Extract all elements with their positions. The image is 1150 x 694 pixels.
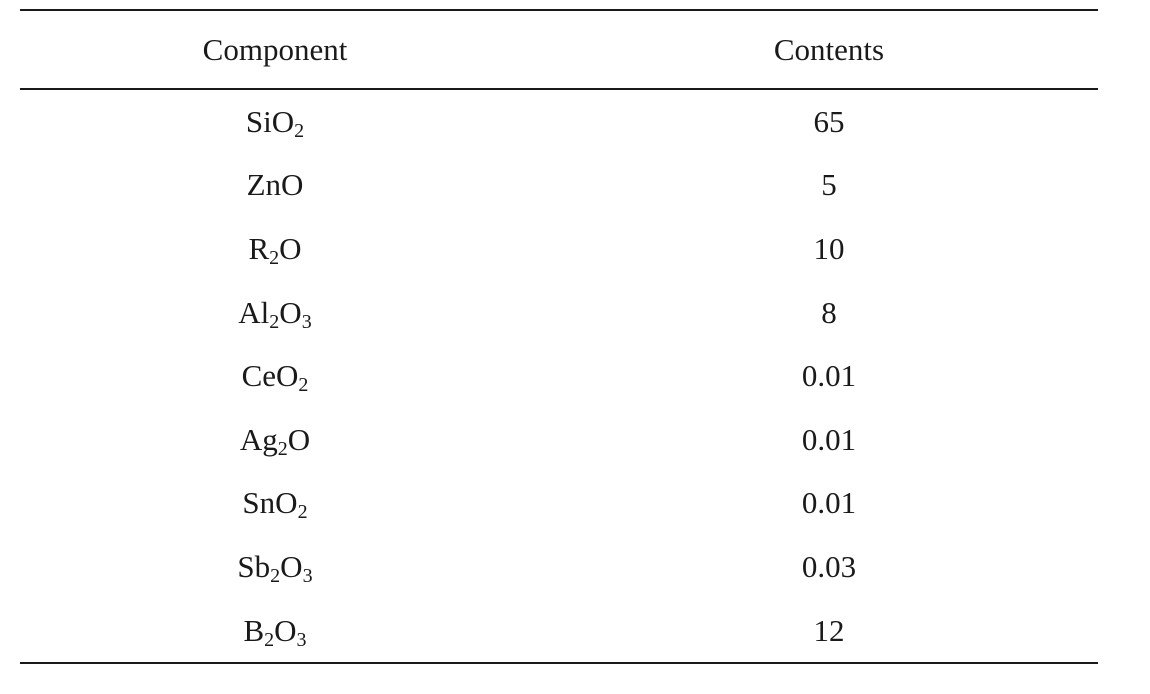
contents-cell: 5 bbox=[821, 167, 837, 203]
table-body: SiO2 65 ZnO 5 R2O 10 Al2O3 8 CeO2 0.01 Ag2O 0.01 SnO… bbox=[20, 89, 1098, 664]
component-subscript: 2 bbox=[297, 501, 308, 524]
component-text: SnO bbox=[242, 485, 298, 521]
contents-cell: 0.01 bbox=[801, 421, 857, 457]
component-cell: R2O bbox=[20, 217, 560, 281]
component-cell: Sb2O3 bbox=[20, 535, 560, 599]
component-subscript: 2 bbox=[269, 246, 280, 269]
component-subscript: 2 bbox=[298, 374, 309, 397]
component-cell: B2O3 bbox=[20, 599, 560, 664]
component-text: Sb bbox=[237, 548, 271, 584]
header-row: Component Contents bbox=[20, 10, 1098, 89]
component-text: CeO bbox=[241, 358, 299, 394]
contents-cell: 0.01 bbox=[801, 485, 857, 521]
component-cell: Al2O3 bbox=[20, 281, 560, 345]
component-subscript: 2 bbox=[294, 119, 305, 142]
component-subscript: 2 bbox=[269, 310, 280, 333]
header-component: Component bbox=[202, 31, 348, 67]
component-text: R bbox=[248, 230, 270, 266]
component-text: O bbox=[274, 612, 297, 648]
component-subscript: 2 bbox=[277, 437, 288, 460]
table-row: Ag2O 0.01 bbox=[20, 408, 1098, 472]
component-subscript: 3 bbox=[302, 564, 313, 587]
table-row: Al2O3 8 bbox=[20, 281, 1098, 345]
contents-cell: 10 bbox=[813, 230, 845, 266]
contents-cell: 8 bbox=[821, 294, 837, 330]
header-contents: Contents bbox=[773, 31, 885, 67]
contents-cell: 0.01 bbox=[801, 358, 857, 394]
table-row: R2O 10 bbox=[20, 217, 1098, 281]
component-text: O bbox=[287, 421, 311, 457]
component-cell: ZnO bbox=[20, 154, 560, 218]
component-cell: SiO2 bbox=[20, 89, 560, 154]
table-row: SnO2 0.01 bbox=[20, 472, 1098, 536]
component-text: Al bbox=[238, 294, 270, 330]
table-row: Sb2O3 0.03 bbox=[20, 535, 1098, 599]
contents-cell: 12 bbox=[813, 612, 845, 648]
component-subscript: 3 bbox=[296, 628, 307, 651]
table-row: CeO2 0.01 bbox=[20, 344, 1098, 408]
component-subscript: 3 bbox=[301, 310, 312, 333]
component-text: O bbox=[279, 230, 302, 266]
component-text: B bbox=[243, 612, 265, 648]
component-subscript: 2 bbox=[264, 628, 275, 651]
component-text: O bbox=[279, 294, 302, 330]
component-cell: Ag2O bbox=[20, 408, 560, 472]
table-row: ZnO 5 bbox=[20, 154, 1098, 218]
composition-table-container: Component Contents SiO2 65 ZnO 5 R2O 10 Al2O3 8… bbox=[20, 9, 1098, 664]
composition-table: Component Contents SiO2 65 ZnO 5 R2O 10 Al2O3 8… bbox=[20, 9, 1098, 664]
component-cell: CeO2 bbox=[20, 344, 560, 408]
contents-cell: 0.03 bbox=[801, 548, 857, 584]
contents-cell: 65 bbox=[813, 103, 845, 139]
table-header: Component Contents bbox=[20, 10, 1098, 89]
component-text: O bbox=[280, 548, 303, 584]
component-text: O bbox=[271, 103, 295, 139]
table-row: SiO2 65 bbox=[20, 89, 1098, 154]
component-cell: SnO2 bbox=[20, 472, 560, 536]
table-row: B2O3 12 bbox=[20, 599, 1098, 664]
component-text: Si bbox=[245, 103, 272, 139]
component-text: Ag bbox=[239, 421, 278, 457]
component-subscript: 2 bbox=[270, 564, 281, 587]
component-text: ZnO bbox=[246, 167, 304, 203]
